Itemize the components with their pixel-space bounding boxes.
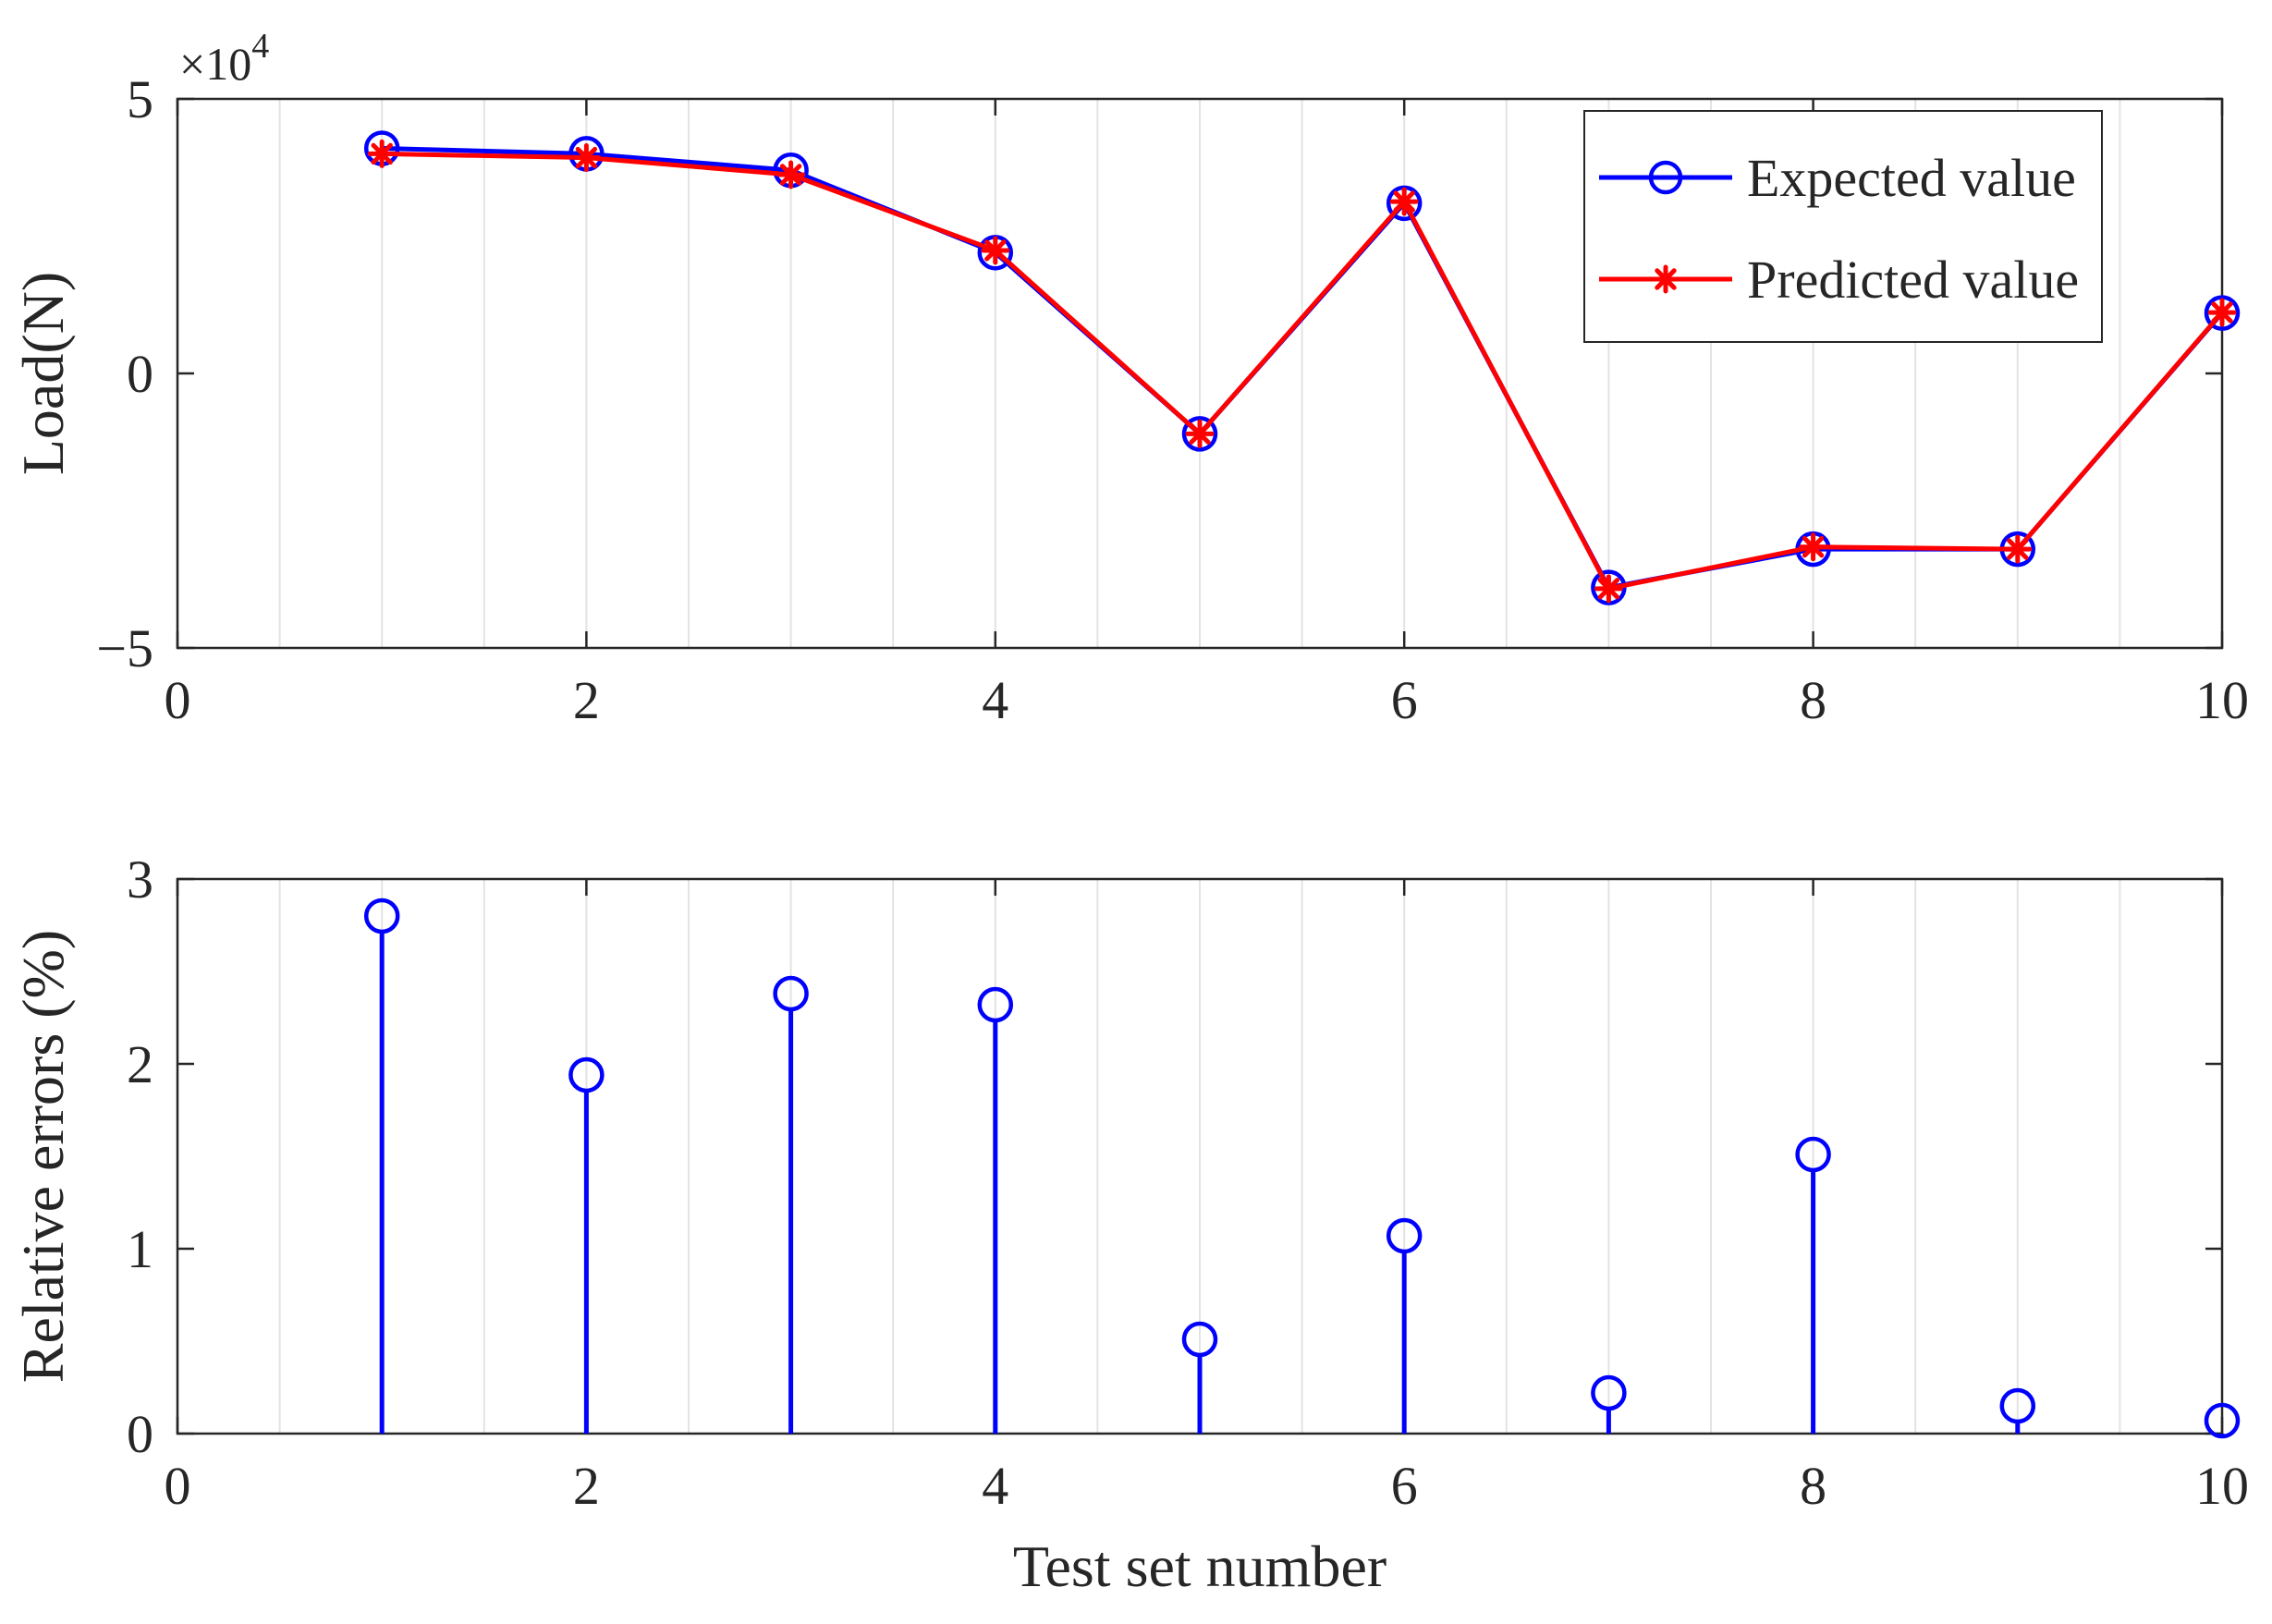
predicted-value-point-stroke [984,239,1007,262]
load-chart-x-tick-label: 6 [1391,670,1418,730]
predicted-value-point [2207,298,2237,327]
predicted-value-point [1799,532,1828,562]
legend: Expected value Predicted value [1583,110,2103,343]
predicted-value-point [1389,187,1419,216]
error-point [1181,1321,1218,1358]
error-chart-panel: 0 2 4 6 8 10 0 1 2 3 Relative errors (%) Test set… [10,849,2249,1599]
predicted-value-point [776,160,806,189]
predicted-value-point [981,236,1010,265]
error-chart-y-tick-label: 1 [127,1219,153,1279]
predicted-value-point-stroke [779,164,802,186]
exponent-power: 4 [251,27,269,66]
predicted-value-point-stroke [1802,536,1825,558]
expected-value-point [1181,416,1218,452]
load-chart-y-axis-title: Load(N) [10,272,76,475]
error-point [977,986,1014,1023]
error-chart-x-tick-label: 6 [1391,1456,1418,1516]
expected-value-point [2204,295,2241,331]
error-point [1386,1217,1423,1254]
predicted-value-point-stroke [2007,538,2029,560]
predicted-value-point-stroke [1393,190,1415,213]
load-chart-tick-labels: 0 2 4 6 8 10−505 [96,69,2249,730]
load-chart-y-tick-label: 5 [127,69,153,129]
error-chart-x-tick-label: 10 [2195,1456,2249,1516]
predicted-value-point-stroke [2211,301,2233,324]
error-chart-y-axis-title: Relative errors (%) [10,930,76,1383]
predicted-value-point [571,143,601,173]
error-chart-tick-labels: 0 2 4 6 8 10 0 1 2 3 [127,849,2249,1516]
load-chart-x-tick-label: 0 [165,670,191,730]
error-point [363,897,400,934]
legend-asterisk-stroke [1655,268,1677,290]
legend-expected-label: Expected value [1747,148,2076,208]
load-chart-x-tick-label: 2 [573,670,600,730]
load-chart-series [363,130,2241,605]
load-chart-x-tick-label: 10 [2195,670,2249,730]
load-chart-x-tick-label: 4 [982,670,1008,730]
load-chart-y-exponent: ×104 [179,27,269,90]
error-chart-x-tick-label: 8 [1800,1456,1826,1516]
error-point [1591,1374,1627,1411]
predicted-value-point [2003,534,2033,564]
error-point [1999,1387,2036,1424]
error-point [2204,1402,2241,1439]
predicted-value-point [1185,419,1215,448]
load-chart-y-tick-label: 0 [127,344,153,404]
predicted-value-point-stroke [575,146,598,169]
error-point [568,1056,605,1093]
predicted-value-point [367,139,397,168]
predicted-value-point-stroke [1597,578,1620,600]
error-point [773,975,809,1012]
predicted-value-line [382,151,2224,592]
load-chart-y-tick-label: −5 [96,618,153,678]
error-chart-y-tick-label: 0 [127,1404,153,1464]
legend-predicted-marker [1651,264,1680,294]
legend-expected-marker [1648,160,1683,195]
predicted-value-point-stroke [371,142,393,165]
load-chart-axes [176,97,2224,650]
legend-predicted-label: Predicted value [1747,250,2079,310]
error-chart-x-tick-label: 4 [982,1456,1008,1516]
load-chart-x-tick-label: 8 [1800,670,1826,730]
load-chart-grid [278,99,2121,648]
error-chart-x-axis-title: Test set number [1013,1533,1386,1599]
predicted-value-point [1594,574,1623,604]
exponent-base: ×10 [179,38,251,90]
error-chart-stems [363,897,2241,1439]
error-chart-y-tick-label: 2 [127,1034,153,1094]
legend-box [1583,110,2103,343]
load-chart-panel: 0 2 4 6 8 10−505 Load(N) ×104 Expected value … [10,27,2249,730]
predicted-value-point-stroke [1189,422,1211,446]
error-chart-x-tick-label: 2 [573,1456,600,1516]
error-chart-y-tick-label: 3 [127,849,153,910]
error-chart-x-tick-label: 0 [165,1456,191,1516]
legend-asterisk [1651,264,1680,294]
error-point [1795,1136,1831,1173]
